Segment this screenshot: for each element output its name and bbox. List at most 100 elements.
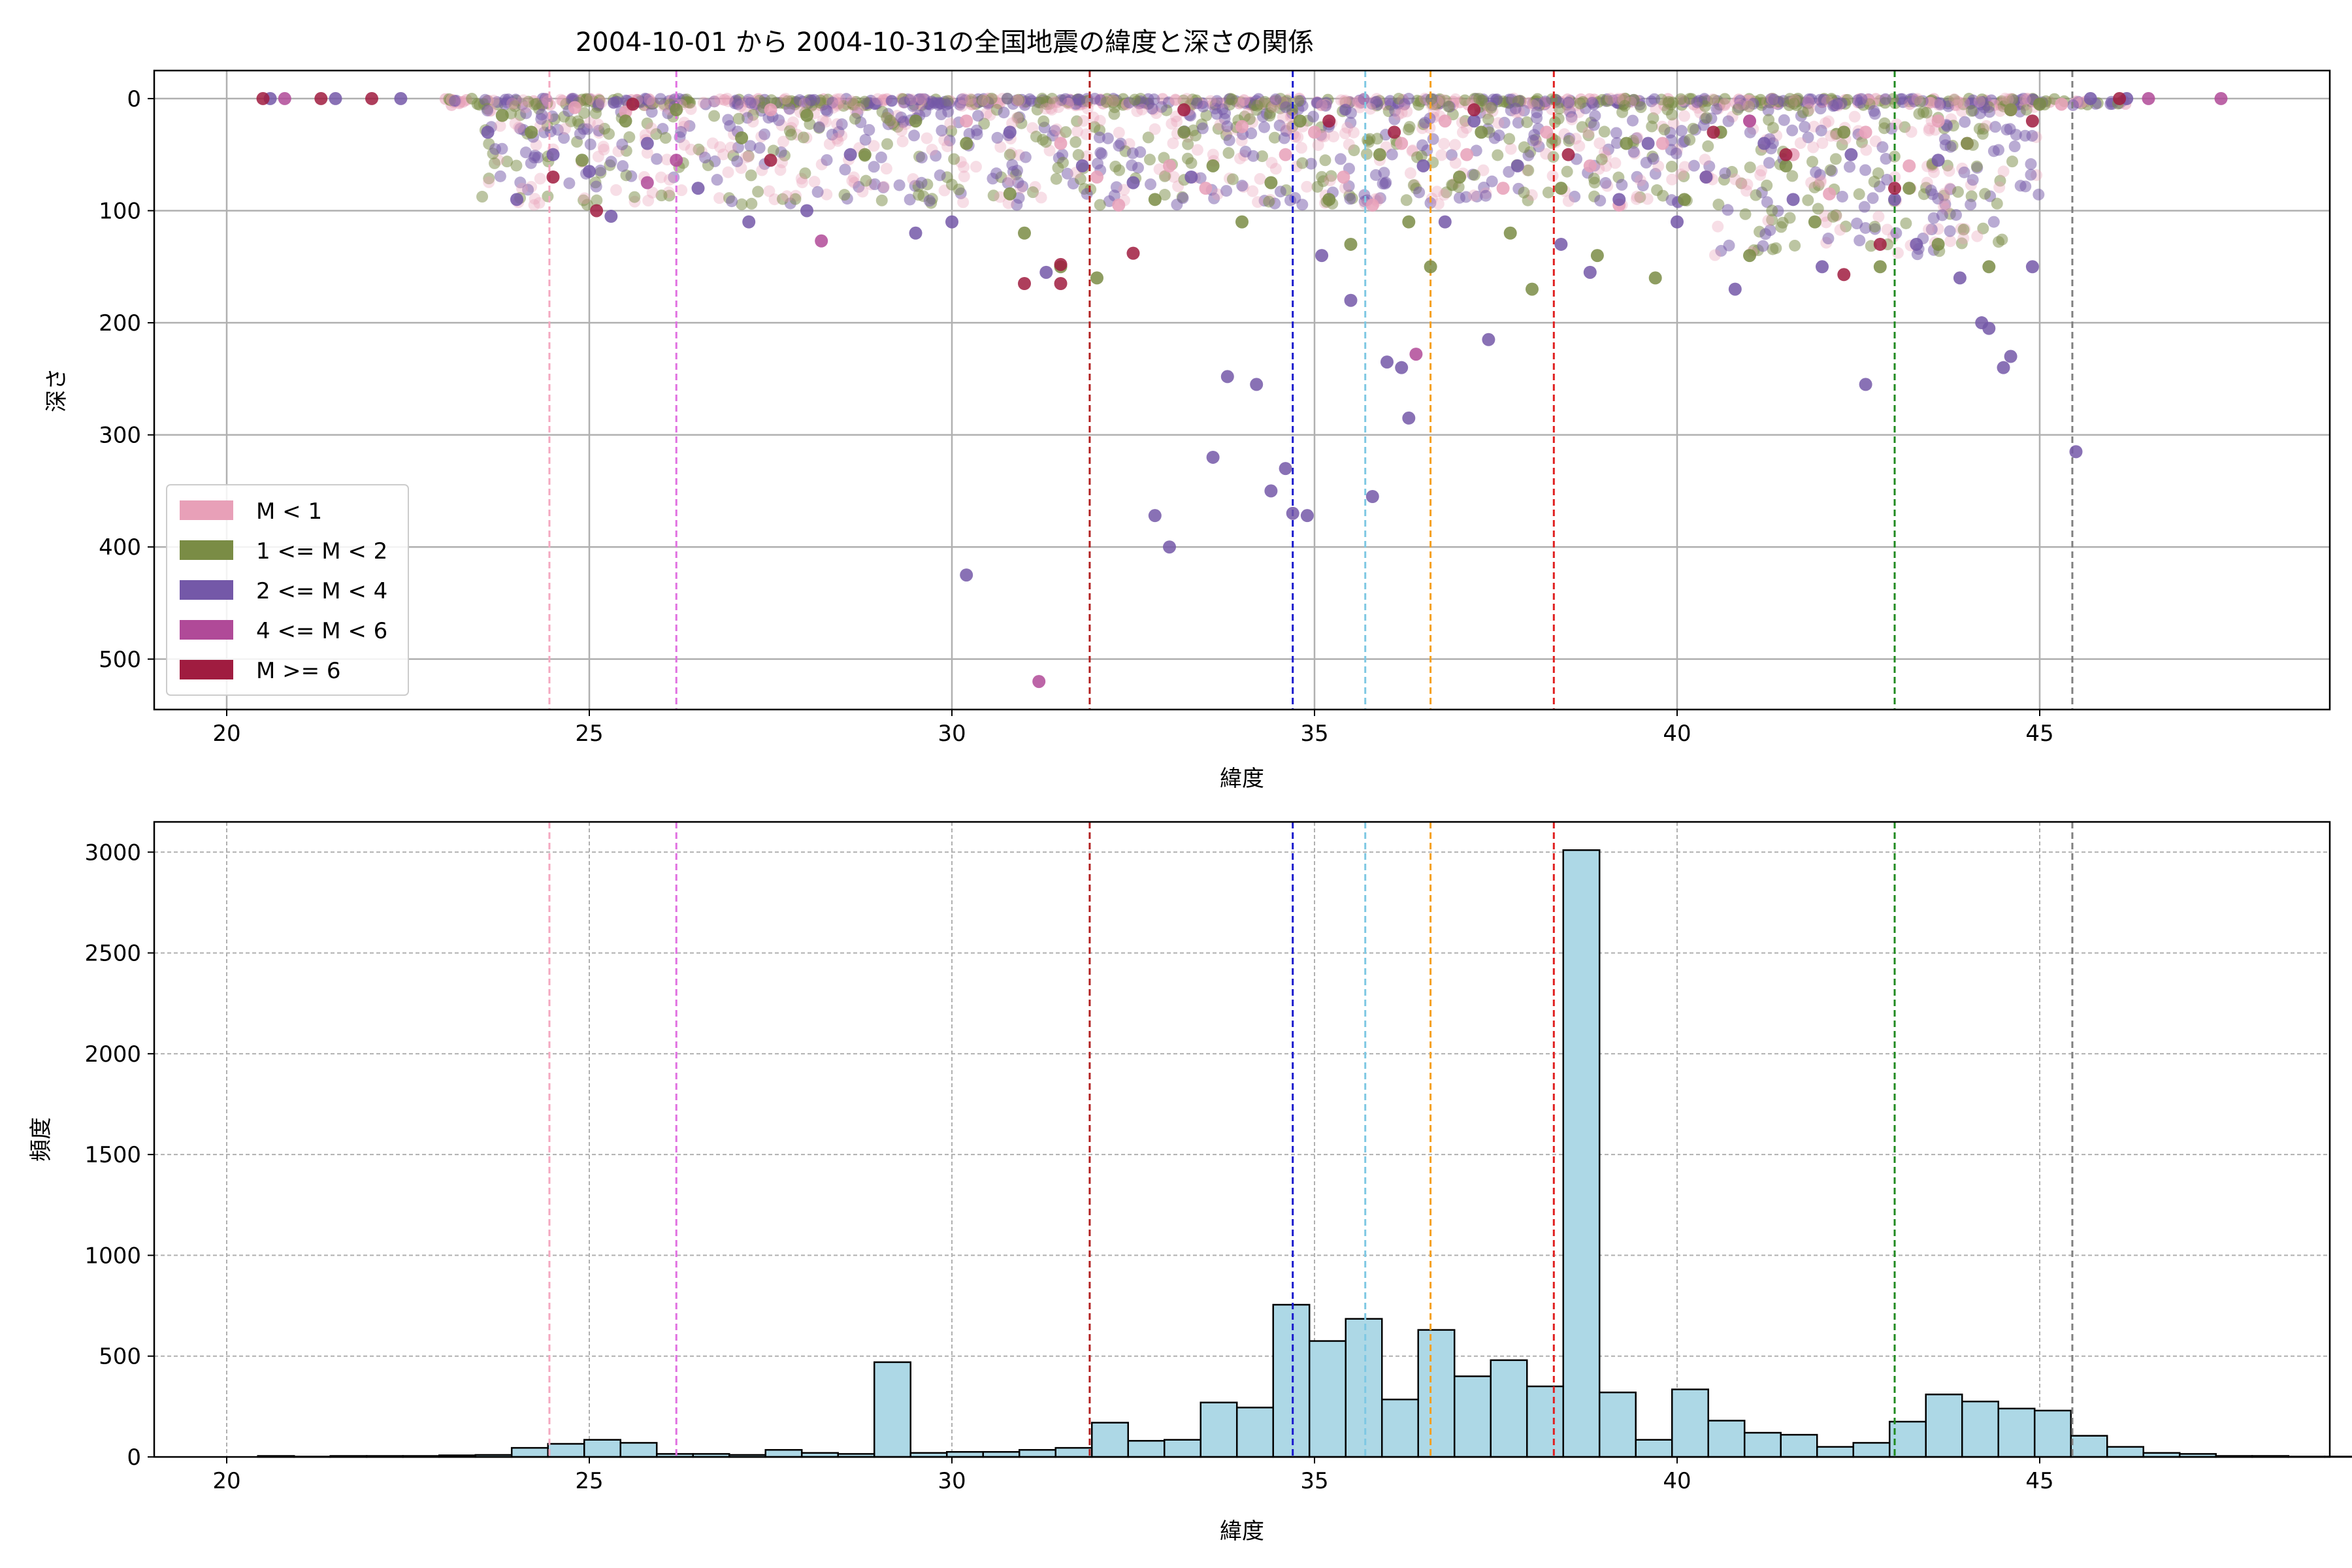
- scatter-point: [1888, 193, 1901, 206]
- histogram-bar: [1562, 849, 1601, 1458]
- density-point: [542, 95, 554, 107]
- density-point: [699, 152, 711, 164]
- density-point: [483, 176, 495, 188]
- density-point: [1923, 124, 1935, 137]
- density-point: [868, 98, 881, 110]
- density-point: [1278, 132, 1290, 144]
- density-point: [1226, 173, 1239, 186]
- density-point: [731, 155, 743, 167]
- density-point: [1452, 181, 1465, 193]
- density-point: [2019, 129, 2031, 142]
- density-point: [663, 173, 676, 186]
- density-point: [529, 193, 541, 205]
- density-point: [1026, 186, 1039, 199]
- density-point: [528, 152, 540, 164]
- density-point: [1647, 153, 1659, 165]
- density-point: [644, 93, 656, 106]
- scatter-point: [1526, 282, 1539, 296]
- density-point: [1223, 134, 1235, 146]
- density-point: [1341, 122, 1354, 134]
- density-point: [1670, 147, 1682, 159]
- density-point: [1482, 113, 1494, 125]
- scatter-point: [1438, 114, 1452, 128]
- density-point: [1843, 161, 1855, 173]
- density-point: [1757, 240, 1769, 252]
- density-point: [838, 99, 850, 112]
- density-point: [1631, 131, 1644, 144]
- density-point: [1037, 115, 1050, 127]
- density-point: [732, 141, 744, 154]
- scatter-point: [945, 215, 958, 229]
- x-axis-label: 緯度: [1220, 766, 1264, 792]
- density-point: [1855, 136, 1868, 148]
- density-point: [1177, 192, 1189, 204]
- histogram-bar: [510, 1446, 549, 1458]
- density-point: [1431, 186, 1443, 198]
- density-point: [813, 121, 825, 133]
- density-point: [1691, 96, 1703, 108]
- density-point: [1763, 157, 1775, 169]
- density-point: [776, 156, 788, 169]
- density-point: [1477, 164, 1490, 176]
- density-point: [1739, 208, 1752, 220]
- density-point: [1011, 165, 1023, 177]
- density-point: [1046, 93, 1058, 105]
- density-point: [623, 131, 636, 143]
- density-point: [563, 177, 576, 189]
- scatter-point: [365, 91, 378, 105]
- density-point: [1650, 103, 1662, 116]
- density-point: [721, 93, 733, 105]
- scatter-point: [1220, 370, 1234, 384]
- density-point: [1156, 101, 1168, 113]
- scatter-point: [691, 182, 705, 195]
- density-point: [1678, 170, 1690, 182]
- density-point: [1956, 105, 1968, 118]
- density-point: [603, 127, 615, 140]
- density-point: [1735, 177, 1748, 189]
- density-point: [1890, 118, 1903, 131]
- density-point: [595, 96, 608, 108]
- scatter-point: [1511, 159, 1524, 172]
- density-point: [1207, 148, 1219, 161]
- density-point: [654, 93, 666, 105]
- scatter-point: [815, 234, 828, 248]
- density-point: [1295, 142, 1307, 154]
- density-point: [1807, 141, 1820, 154]
- density-point: [1002, 177, 1014, 189]
- density-point: [1222, 147, 1235, 159]
- density-point: [1994, 105, 2006, 117]
- density-point: [1761, 196, 1773, 208]
- density-point: [1251, 99, 1264, 112]
- density-point: [1011, 199, 1023, 211]
- scatter-point: [764, 103, 777, 117]
- scatter-point: [1743, 114, 1756, 128]
- density-point: [583, 117, 596, 129]
- histogram-bar: [764, 1448, 803, 1458]
- density-point: [1012, 176, 1024, 189]
- density-point: [683, 120, 696, 132]
- density-point: [1965, 105, 1978, 117]
- density-point: [821, 154, 833, 166]
- density-point: [1339, 94, 1352, 106]
- density-point: [1449, 157, 1462, 169]
- density-point: [1770, 242, 1782, 254]
- scatter-point: [1910, 237, 1923, 251]
- density-point: [858, 95, 871, 108]
- density-point: [991, 131, 1004, 144]
- density-point: [1657, 189, 1669, 202]
- scatter-point: [909, 226, 923, 240]
- density-point: [1799, 121, 1811, 133]
- density-point: [977, 94, 990, 106]
- density-point: [774, 164, 787, 176]
- density-point: [1212, 123, 1224, 135]
- density-point: [1658, 123, 1671, 136]
- density-point: [1699, 154, 1711, 166]
- histogram-bar: [1635, 1439, 1673, 1458]
- density-point: [1158, 189, 1171, 201]
- scatter-point: [2004, 350, 2017, 363]
- x-tick-label: 45: [2025, 1468, 2053, 1494]
- density-point: [838, 189, 851, 201]
- scatter-point: [764, 154, 777, 167]
- scatter-series: [278, 91, 2228, 689]
- density-point: [1582, 129, 1595, 142]
